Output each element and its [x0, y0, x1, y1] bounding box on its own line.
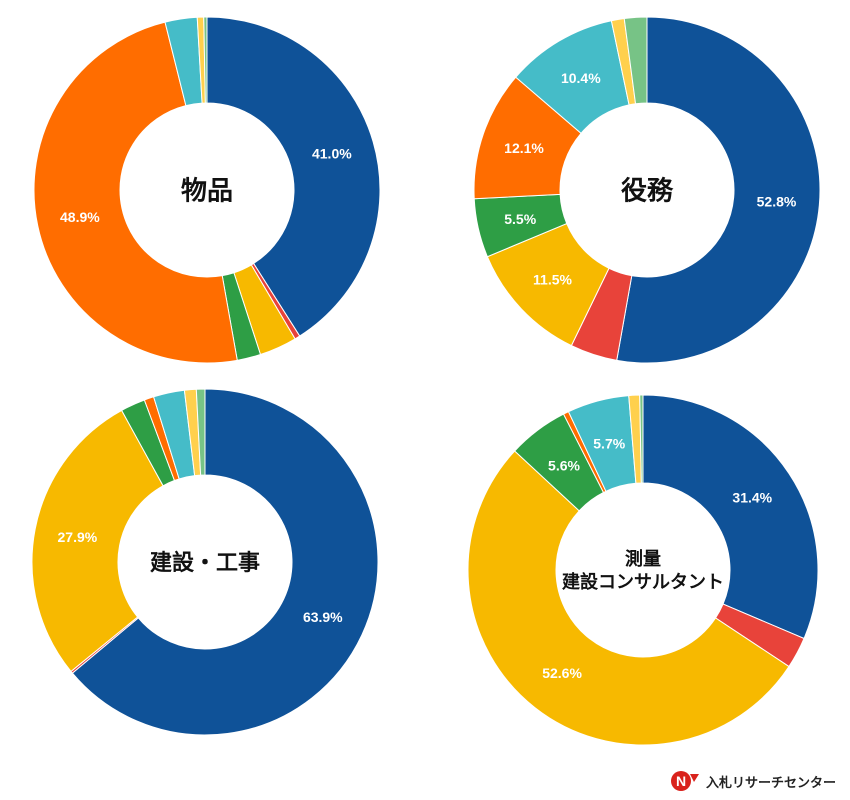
donut-chart-3: 63.9% 27.9% 建設・工事	[31, 388, 379, 736]
slice-label-1-5: 48.9%	[60, 209, 100, 225]
slice-label-2-5: 12.1%	[504, 140, 544, 156]
slice-label-4-4: 5.6%	[548, 457, 580, 473]
donut-hole-4	[556, 483, 730, 657]
slice-label-2-1: 52.8%	[757, 193, 797, 209]
slice-label-2-6: 10.4%	[561, 70, 601, 86]
slice-4-3	[467, 450, 790, 746]
slice-label-4-3: 52.6%	[542, 665, 582, 681]
brand-logo: N 入札リサーチセンター	[670, 770, 836, 792]
logo-mark-icon: N	[670, 771, 699, 791]
logo-text: 入札リサーチセンター	[705, 775, 836, 791]
chart-title-4-line-1: 測量	[625, 548, 661, 570]
donut-hole-3	[118, 475, 292, 649]
slice-label-2-3: 11.5%	[533, 271, 572, 287]
slice-label-2-4: 5.5%	[504, 211, 536, 227]
donut-hole-2	[560, 103, 734, 277]
chart-title-2: 役務	[621, 176, 674, 206]
slice-label-3-3: 27.9%	[58, 529, 98, 545]
slice-label-4-6: 5.7%	[593, 435, 625, 451]
logo-mark-letter: N	[676, 773, 686, 789]
chart-title-1: 物品	[181, 176, 233, 206]
chart-title-3: 建設・工事	[150, 550, 260, 576]
donut-chart-1: 41.0% 48.9% 物品	[33, 16, 381, 364]
slice-label-3-1: 63.9%	[303, 609, 343, 625]
chart-title-4-line-2: 建設コンサルタント	[562, 571, 724, 593]
slice-label-4-1: 31.4%	[732, 490, 772, 506]
slice-label-1-1: 41.0%	[312, 146, 352, 162]
donut-chart-2: 52.8% 11.5% 5.5% 12.1% 10.4% 役務	[473, 16, 821, 364]
donut-hole-1	[120, 103, 294, 277]
slice-3-3	[31, 409, 164, 673]
